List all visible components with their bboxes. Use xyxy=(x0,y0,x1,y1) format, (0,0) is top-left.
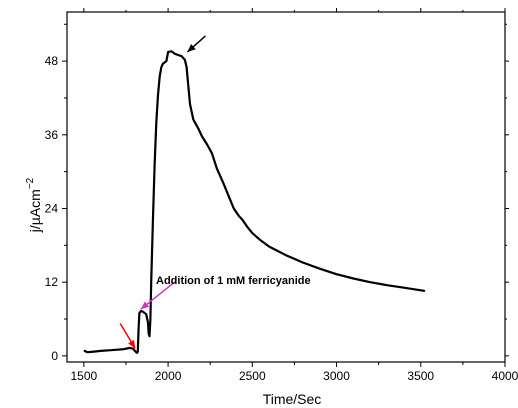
y-tick-label: 24 xyxy=(45,201,59,215)
x-axis-title: Time/Sec xyxy=(263,391,322,407)
axis-ticks xyxy=(62,8,509,367)
y-tick-label: 0 xyxy=(51,349,58,363)
magenta-arrow-head xyxy=(140,301,150,310)
x-tick-label: 2000 xyxy=(155,369,182,383)
x-tick-label: 3500 xyxy=(407,369,434,383)
series-line-0 xyxy=(83,50,426,354)
series-group xyxy=(83,50,426,354)
y-tick-label: 12 xyxy=(45,275,59,289)
x-tick-label: 3000 xyxy=(323,369,350,383)
arrows-group xyxy=(119,35,206,349)
plot-border xyxy=(66,11,506,363)
tick-labels: 1500 2000 2500 3000 3500 4000 0 12 24 36 48 xyxy=(45,54,518,383)
black-arrow-head xyxy=(187,43,196,52)
y-tick-label: 48 xyxy=(45,54,59,68)
y-axis-title: j/µAcm−2 xyxy=(25,177,43,233)
y-axis-title-main: j/µAcm xyxy=(27,189,43,233)
red-arrow-head xyxy=(128,339,136,349)
annotation-text: Addition of 1 mM ferricyanide xyxy=(156,275,311,287)
x-tick-label: 1500 xyxy=(70,369,97,383)
x-tick-label: 4000 xyxy=(492,369,518,383)
y-tick-label: 36 xyxy=(45,128,59,142)
plot-frame xyxy=(66,11,506,363)
y-axis-title-sup: −2 xyxy=(25,177,36,189)
x-tick-label: 2500 xyxy=(239,369,266,383)
